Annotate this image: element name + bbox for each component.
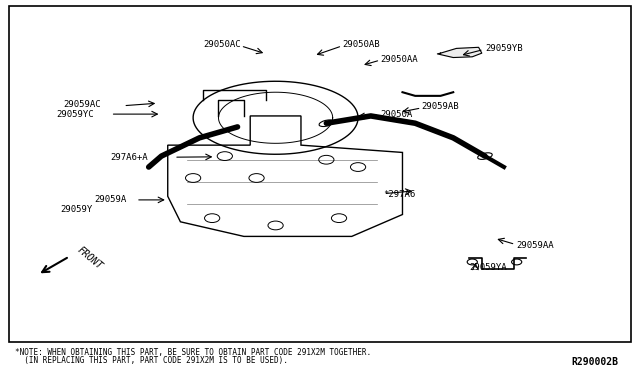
Text: *NOTE: WHEN OBTAINING THIS PART, BE SURE TO OBTAIN PART CODE 291X2M TOGETHER.: *NOTE: WHEN OBTAINING THIS PART, BE SURE… [15, 348, 372, 357]
Text: *297A6: *297A6 [383, 190, 416, 199]
Text: 297A6+A: 297A6+A [111, 153, 148, 163]
Text: 29050AA: 29050AA [380, 55, 418, 64]
Text: (IN REPLACING THIS PART, PART CODE 291X2M IS TO BE USED).: (IN REPLACING THIS PART, PART CODE 291X2… [15, 356, 289, 365]
Text: 29050AC: 29050AC [203, 40, 241, 49]
Text: 29059YB: 29059YB [485, 44, 523, 53]
Text: 29059AB: 29059AB [422, 102, 459, 111]
Text: 29050A: 29050A [380, 110, 413, 119]
Text: 29059YA: 29059YA [469, 263, 507, 272]
Text: 29059Y: 29059Y [60, 205, 92, 214]
Text: 29059AA: 29059AA [516, 241, 554, 250]
Text: R290002B: R290002B [571, 357, 618, 367]
Polygon shape [437, 47, 482, 58]
Text: FRONT: FRONT [76, 245, 105, 272]
Text: 29059AC: 29059AC [63, 100, 100, 109]
Text: 29059YC: 29059YC [57, 110, 94, 119]
Text: 29059A: 29059A [95, 195, 127, 204]
Text: 29050AB: 29050AB [342, 40, 380, 49]
